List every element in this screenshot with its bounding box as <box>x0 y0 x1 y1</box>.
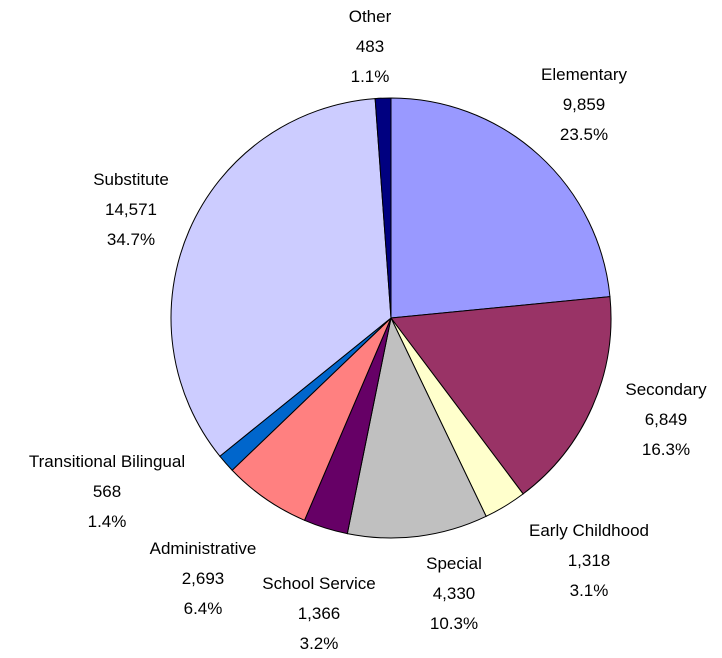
slice-value-label: 1,366 <box>298 604 341 623</box>
label-administrative: Administrative 2,693 6.4% <box>150 539 257 618</box>
slice-percent-label: 3.1% <box>570 581 609 600</box>
slice-percent-label: 34.7% <box>107 230 155 249</box>
slice-name-label: Elementary <box>541 65 627 84</box>
slice-name-label: Special <box>426 554 482 573</box>
label-secondary: Secondary 6,849 16.3% <box>625 380 707 459</box>
slice-value-label: 483 <box>356 37 384 56</box>
slice-substitute <box>170 98 392 457</box>
slice-other <box>374 97 392 319</box>
slice-name-label: Substitute <box>93 170 169 189</box>
label-substitute: Substitute 14,571 34.7% <box>93 170 169 249</box>
label-early-childhood: Early Childhood 1,318 3.1% <box>529 521 649 600</box>
pie-slices <box>170 97 612 539</box>
slice-percent-label: 6.4% <box>184 599 223 618</box>
slice-name-label: Other <box>349 7 392 26</box>
slice-value-label: 4,330 <box>433 584 476 603</box>
slice-elementary <box>390 97 611 319</box>
slice-value-label: 568 <box>93 482 121 501</box>
label-elementary: Elementary 9,859 23.5% <box>541 65 627 144</box>
slice-name-label: School Service <box>262 574 375 593</box>
slice-secondary <box>390 296 612 495</box>
slice-labels: Elementary 9,859 23.5% Secondary 6,849 16.3% E… <box>29 7 707 653</box>
slice-value-label: 2,693 <box>182 569 225 588</box>
slice-name-label: Administrative <box>150 539 257 558</box>
label-special: Special 4,330 10.3% <box>426 554 482 633</box>
slice-value-label: 14,571 <box>105 200 157 219</box>
slice-name-label: Secondary <box>625 380 707 399</box>
slice-special <box>346 316 487 539</box>
slice-percent-label: 10.3% <box>430 614 478 633</box>
label-other: Other 483 1.1% <box>349 7 392 86</box>
slice-percent-label: 3.2% <box>300 634 339 653</box>
slice-percent-label: 23.5% <box>560 125 608 144</box>
slice-percent-label: 16.3% <box>642 440 690 459</box>
slice-value-label: 6,849 <box>645 410 688 429</box>
label-school-service: School Service 1,366 3.2% <box>262 574 375 653</box>
slice-value-label: 9,859 <box>563 95 606 114</box>
slice-percent-label: 1.4% <box>88 512 127 531</box>
slice-name-label: Early Childhood <box>529 521 649 540</box>
label-transitional-bilingual: Transitional Bilingual 568 1.4% <box>29 452 185 531</box>
slice-name-label: Transitional Bilingual <box>29 452 185 471</box>
slice-percent-label: 1.1% <box>351 67 390 86</box>
slice-value-label: 1,318 <box>568 551 611 570</box>
